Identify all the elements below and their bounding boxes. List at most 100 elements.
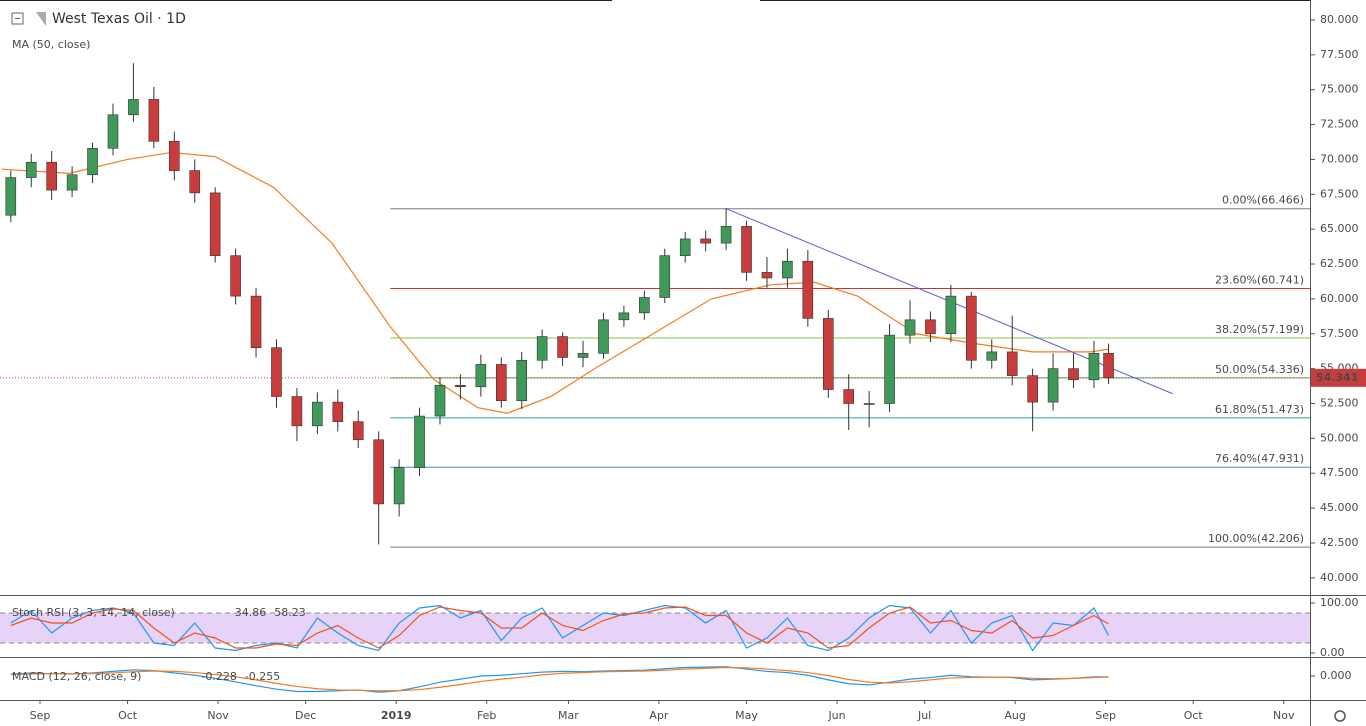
indicator-title[interactable]: MACD (12, 26, close, 9) [12, 670, 141, 683]
candle-body [107, 114, 119, 149]
y-tick-label: 47.500 [1320, 466, 1359, 479]
x-tick-label: Sep [1095, 709, 1116, 722]
indicator-value: -0.255 [245, 670, 280, 683]
candle-body [312, 401, 323, 427]
candle-body [741, 226, 752, 273]
y-tick-label: 80.000 [1320, 13, 1359, 26]
x-tick-label: Jul [917, 709, 931, 722]
candle-body [87, 147, 98, 176]
candle-body [332, 401, 344, 422]
y-tick-label: 45.000 [1320, 501, 1359, 514]
x-tick-label: Feb [477, 709, 496, 722]
indicator-value: -0.228 [201, 670, 236, 683]
candle-body [1027, 375, 1038, 403]
candle-body [659, 255, 671, 298]
candle-body [986, 351, 998, 361]
candle-body [782, 260, 793, 279]
collapse-button[interactable] [11, 12, 24, 25]
y-tick-label: 67.500 [1320, 187, 1359, 200]
fib-label: 23.60%(60.741) [1215, 274, 1304, 287]
candle-body [46, 161, 57, 191]
candle-body [598, 319, 609, 354]
indicator-line [10, 606, 1109, 649]
y-tick-label: 100.00 [1320, 596, 1359, 609]
fib-label: 38.20%(57.199) [1215, 323, 1304, 336]
y-tick-label: 42.500 [1320, 536, 1359, 549]
candle-body [148, 99, 160, 142]
candle-body [884, 334, 895, 404]
fib-label: 76.40%(47.931) [1215, 452, 1304, 465]
candle-body [679, 238, 691, 256]
indicator-line [10, 666, 1109, 692]
candle-body [802, 260, 814, 319]
candle-body [863, 403, 875, 405]
x-tick-label: May [735, 709, 758, 722]
candle-body [5, 177, 17, 216]
y-tick-label: 0.000 [1320, 669, 1352, 682]
candle-body [168, 140, 180, 171]
fib-label: 100.00%(42.206) [1208, 532, 1304, 545]
candle-body [843, 389, 855, 404]
x-tick-label: Apr [649, 709, 669, 722]
candle-body [945, 295, 957, 335]
y-tick-label: 77.500 [1320, 48, 1359, 61]
candle-body [455, 385, 466, 388]
x-tick-label: Mar [558, 709, 579, 722]
candle-body [577, 352, 589, 358]
candle-body [291, 396, 303, 427]
indicator-value: 58.23 [274, 606, 306, 619]
indicator-label[interactable]: MA (50, close) [12, 38, 90, 51]
y-tick-label: 60.000 [1320, 292, 1359, 305]
candle-body [352, 421, 364, 441]
x-tick-label: Dec [295, 709, 316, 722]
y-tick-label: 0.00 [1320, 646, 1345, 659]
y-tick-label: 50.000 [1320, 431, 1359, 444]
candle-body [414, 415, 425, 468]
y-tick-label: 57.500 [1320, 327, 1359, 340]
candle-body [250, 295, 262, 349]
candle-body [25, 161, 37, 178]
candle-body [516, 359, 528, 402]
fib-label: 0.00%(66.466) [1222, 194, 1304, 207]
candle-body [904, 319, 916, 336]
candle-body [822, 318, 834, 390]
last-price-box [1311, 368, 1366, 387]
settings-button[interactable] [1334, 710, 1346, 722]
candle-body [271, 347, 282, 397]
indicator-value: 34.86 [235, 606, 267, 619]
y-tick-label: 72.500 [1320, 118, 1359, 131]
x-tick-label: Oct [1184, 709, 1204, 722]
x-tick-label: Sep [30, 709, 51, 722]
x-tick-label: Nov [207, 709, 229, 722]
fib-label: 61.80%(51.473) [1215, 403, 1304, 416]
candle-body [557, 336, 568, 358]
candle-body [128, 99, 139, 116]
x-tick-label: Nov [1273, 709, 1295, 722]
candle-body [1088, 352, 1100, 381]
candle-body [393, 467, 405, 505]
candle-body [1047, 368, 1059, 403]
candle-body [1103, 352, 1114, 379]
y-tick-label: 70.000 [1320, 152, 1359, 165]
x-tick-label: Jun [827, 709, 845, 722]
candle-body [373, 439, 384, 505]
x-tick-label: 2019 [381, 709, 412, 722]
candle-body [925, 319, 936, 335]
candle-body [720, 226, 732, 244]
indicator-title[interactable]: Stoch RSI (3, 3, 14, 14, close) [12, 606, 175, 619]
moving-average [2, 151, 1109, 414]
candle-body [536, 336, 548, 361]
candle-body [66, 174, 78, 191]
x-tick-label: Oct [118, 709, 138, 722]
candle-body [230, 255, 241, 297]
candle-body [475, 364, 487, 388]
candle-body [700, 238, 711, 244]
y-tick-label: 75.000 [1320, 83, 1359, 96]
symbol-flag [36, 12, 46, 26]
indicator-line [10, 604, 1110, 652]
x-tick-label: Aug [1004, 709, 1025, 722]
candle-body [495, 364, 507, 402]
